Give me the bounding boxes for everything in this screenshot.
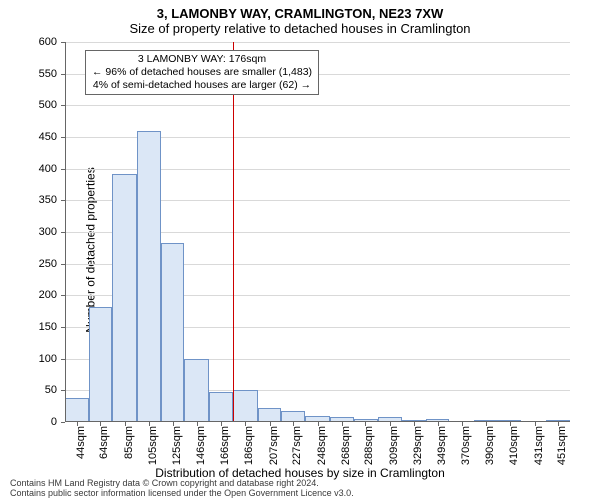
y-tick-label: 500 [39, 99, 57, 111]
x-tick-label: 370sqm [460, 426, 472, 465]
histogram-bar [258, 408, 282, 422]
histogram-bar [65, 398, 89, 422]
histogram-bar [112, 174, 137, 422]
x-tick-label: 431sqm [533, 426, 545, 465]
y-tick-label: 550 [39, 68, 57, 80]
x-tick-label: 309sqm [388, 426, 400, 465]
subject-marker-line [233, 42, 234, 422]
x-tick-label: 85sqm [123, 426, 135, 459]
histogram-bar [137, 131, 161, 422]
histogram-bar [209, 392, 233, 422]
y-tick-label: 100 [39, 353, 57, 365]
x-tick-label: 410sqm [508, 426, 520, 465]
chart-title-line2: Size of property relative to detached ho… [10, 21, 590, 36]
histogram-bar [233, 390, 258, 422]
histogram-bar [89, 307, 113, 422]
x-tick-label: 248sqm [316, 426, 328, 465]
y-tick-label: 150 [39, 321, 57, 333]
x-tick-label: 44sqm [75, 426, 87, 459]
x-tick-label: 227sqm [291, 426, 303, 465]
y-tick-label: 200 [39, 289, 57, 301]
y-tick-label: 350 [39, 194, 57, 206]
y-tick-mark [61, 422, 65, 423]
histogram-bar [184, 359, 209, 422]
gridline [65, 105, 570, 106]
x-tick-label: 125sqm [171, 426, 183, 465]
x-tick-label: 105sqm [147, 426, 159, 465]
x-tick-label: 329sqm [412, 426, 424, 465]
y-tick-label: 450 [39, 131, 57, 143]
footer-attribution: Contains HM Land Registry data © Crown c… [10, 479, 354, 498]
x-axis-line [65, 421, 570, 422]
annotation-box: 3 LAMONBY WAY: 176sqm← 96% of detached h… [85, 50, 319, 95]
annotation-line: ← 96% of detached houses are smaller (1,… [92, 66, 312, 79]
x-tick-label: 390sqm [484, 426, 496, 465]
x-tick-label: 166sqm [219, 426, 231, 465]
histogram-bar [161, 243, 185, 422]
gridline [65, 42, 570, 43]
chart-title-line1: 3, LAMONBY WAY, CRAMLINGTON, NE23 7XW [10, 6, 590, 21]
plot-area: 05010015020025030035040045050055060044sq… [65, 42, 570, 422]
y-axis-line [65, 42, 66, 422]
chart-container: 3, LAMONBY WAY, CRAMLINGTON, NE23 7XW Si… [0, 0, 600, 500]
annotation-line: 4% of semi-detached houses are larger (6… [92, 79, 312, 92]
x-tick-label: 146sqm [195, 426, 207, 465]
y-tick-label: 0 [51, 416, 57, 428]
footer-line2: Contains public sector information licen… [10, 489, 354, 498]
x-tick-label: 64sqm [98, 426, 110, 459]
annotation-line: 3 LAMONBY WAY: 176sqm [92, 53, 312, 66]
x-tick-label: 207sqm [268, 426, 280, 465]
x-tick-label: 268sqm [340, 426, 352, 465]
y-tick-label: 50 [45, 384, 57, 396]
y-tick-label: 250 [39, 258, 57, 270]
x-tick-label: 451sqm [556, 426, 568, 465]
x-tick-label: 349sqm [436, 426, 448, 465]
y-tick-label: 400 [39, 163, 57, 175]
x-tick-label: 288sqm [363, 426, 375, 465]
y-tick-label: 300 [39, 226, 57, 238]
y-tick-label: 600 [39, 36, 57, 48]
x-tick-label: 186sqm [243, 426, 255, 465]
